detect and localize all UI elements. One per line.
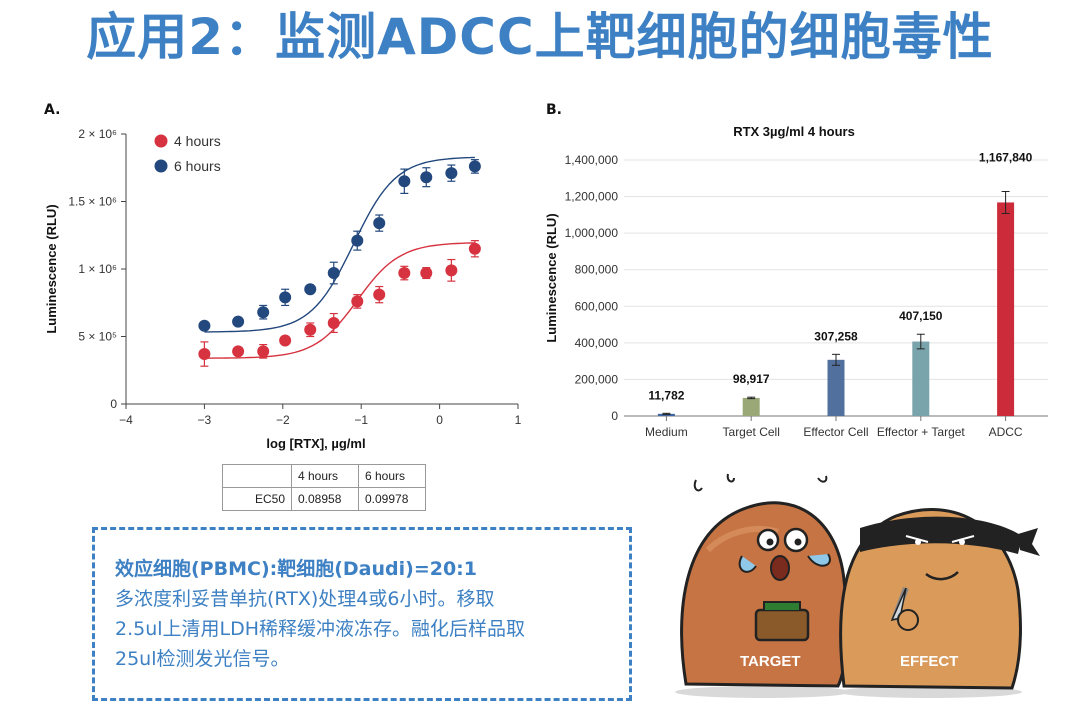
y-tick-label: 1,400,000 xyxy=(565,153,619,167)
bar-value-label: 1,167,840 xyxy=(979,150,1033,164)
x-tick-label: −1 xyxy=(354,413,368,427)
x-tick-label: −2 xyxy=(276,413,290,427)
y-tick-label: 600,000 xyxy=(575,299,619,313)
data-point xyxy=(279,334,292,347)
data-point xyxy=(304,283,317,296)
y-tick-label: 1.5 × 10⁶ xyxy=(68,195,117,209)
x-tick-label: 1 xyxy=(515,413,522,427)
table-header-cell: 4 hours xyxy=(291,464,359,488)
data-point xyxy=(257,306,270,319)
table-row: EC50 0.08958 0.09978 xyxy=(222,487,426,511)
data-point xyxy=(373,288,386,301)
data-point xyxy=(232,345,245,358)
bar xyxy=(997,202,1015,416)
data-point xyxy=(257,345,270,358)
target-label: TARGET xyxy=(740,653,801,670)
y-tick-label: 800,000 xyxy=(575,263,619,277)
bar xyxy=(827,359,845,416)
data-point xyxy=(468,242,481,255)
x-tick-label: −4 xyxy=(119,413,133,427)
x-tick-label: ADCC xyxy=(989,425,1023,439)
page-title: 应用2：监测ADCC上靶细胞的细胞毒性 xyxy=(86,8,994,66)
data-point xyxy=(327,267,340,280)
legend-label: 4 hours xyxy=(174,133,221,149)
chart-title: RTX 3µg/ml 4 hours xyxy=(733,124,855,139)
note-line: 25ul检测发光信号。 xyxy=(115,648,290,670)
data-point xyxy=(198,348,211,361)
table-cell: EC50 xyxy=(222,487,292,511)
y-axis-title: Luminescence (RLU) xyxy=(44,204,59,333)
y-tick-label: 0 xyxy=(611,409,618,423)
y-tick-label: 1,200,000 xyxy=(565,190,619,204)
protocol-note: 效应细胞(PBMC):靶细胞(Daudi)=20:1 多浓度利妥昔单抗(RTX)… xyxy=(92,527,632,701)
effect-label: EFFECT xyxy=(900,653,958,670)
panel-b-label: B. xyxy=(546,102,562,118)
bar xyxy=(742,397,760,416)
note-line: 多浓度利妥昔单抗(RTX)处理4或6小时。移取 xyxy=(115,588,495,610)
y-axis-title: Luminescence (RLU) xyxy=(544,213,559,342)
panel-a-label: A. xyxy=(44,102,61,118)
data-point xyxy=(398,267,411,280)
y-tick-label: 2 × 10⁶ xyxy=(78,127,117,141)
y-tick-label: 400,000 xyxy=(575,336,619,350)
bar-value-label: 98,917 xyxy=(733,372,770,386)
fit-curve xyxy=(204,242,475,359)
table-header-cell: 6 hours xyxy=(358,464,426,488)
data-point xyxy=(398,175,411,188)
x-axis-title: log [RTX], µg/ml xyxy=(266,436,365,451)
y-tick-label: 0 xyxy=(110,397,117,411)
data-point xyxy=(327,317,340,329)
table-cell: 0.09978 xyxy=(358,487,426,511)
target-cell-figure: TARGET xyxy=(680,473,849,688)
y-tick-label: 1,000,000 xyxy=(565,226,619,240)
bar xyxy=(657,413,675,416)
legend-marker xyxy=(154,159,168,173)
y-tick-label: 200,000 xyxy=(575,372,619,386)
ec50-table: 4 hours 6 hours EC50 0.08958 0.09978 xyxy=(222,464,426,511)
table-header-row: 4 hours 6 hours xyxy=(222,464,426,488)
data-point xyxy=(304,323,317,336)
legend-marker xyxy=(154,134,168,148)
bar-chart: RTX 3µg/ml 4 hours 0 200,000 400,000 600,000… xyxy=(544,124,1048,439)
data-point xyxy=(232,315,245,328)
y-tick-label: 1 × 10⁶ xyxy=(78,262,117,276)
x-tick-label: −3 xyxy=(198,413,212,427)
data-point xyxy=(351,234,364,247)
effect-cell-figure: EFFECT xyxy=(839,508,1040,690)
data-point xyxy=(198,319,211,332)
table-header-cell xyxy=(222,464,292,488)
y-tick-label: 5 × 10⁵ xyxy=(78,330,117,344)
x-tick-label: Effector Cell xyxy=(803,425,868,439)
data-point xyxy=(420,171,433,184)
fit-curve xyxy=(204,156,475,333)
note-line: 2.5ul上清用LDH稀释缓冲液冻存。融化后样品取 xyxy=(115,618,526,640)
bar-value-label: 307,258 xyxy=(814,329,858,343)
data-point xyxy=(445,167,458,180)
data-point xyxy=(373,217,386,230)
bar-value-label: 11,782 xyxy=(648,388,684,402)
x-tick-label: Effector + Target xyxy=(877,425,966,439)
note-title: 效应细胞(PBMC):靶细胞(Daudi)=20:1 xyxy=(115,558,478,580)
x-tick-label: Target Cell xyxy=(723,425,780,439)
data-point xyxy=(279,291,292,304)
data-point xyxy=(468,160,481,173)
bar-value-label: 407,150 xyxy=(899,309,943,323)
data-point xyxy=(445,264,458,277)
x-tick-label: 0 xyxy=(436,413,443,427)
target-effect-cartoon: TARGET EFFECT xyxy=(675,473,1040,698)
dose-response-chart: 0 5 × 10⁵ 1 × 10⁶ 1.5 × 10⁶ 2 × 10⁶ −4 −3 −2 −1 0… xyxy=(44,127,522,451)
x-tick-label: Medium xyxy=(645,425,688,439)
table-cell: 0.08958 xyxy=(291,487,359,511)
bar xyxy=(912,341,930,416)
legend-label: 6 hours xyxy=(174,158,221,174)
data-point xyxy=(420,267,433,280)
data-point xyxy=(351,295,364,308)
